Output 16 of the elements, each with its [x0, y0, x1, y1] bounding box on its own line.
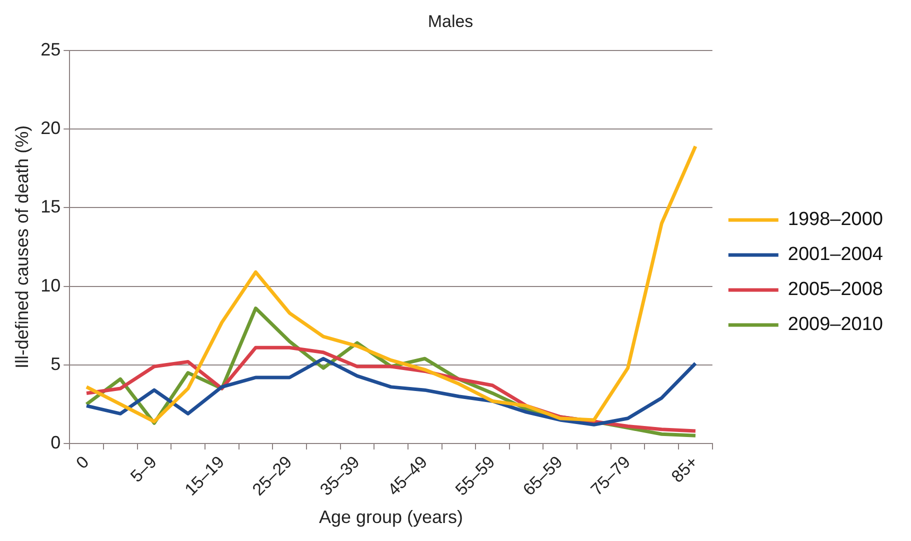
chart-title: Males [428, 12, 474, 31]
y-tick-label: 20 [40, 118, 61, 138]
legend-label: 2001–2004 [788, 244, 884, 266]
x-tick-label: 5–9 [126, 452, 160, 486]
y-tick-label: 10 [40, 275, 61, 296]
x-tick-label: 85+ [668, 452, 702, 486]
legend-label: 2005–2008 [788, 279, 884, 300]
y-tick-label: 5 [50, 354, 61, 374]
x-tick-label: 0 [72, 452, 93, 473]
y-tick-label: 15 [40, 196, 61, 217]
legend-label: 2009–2010 [788, 314, 884, 336]
x-axis-title: Age group (years) [318, 507, 464, 528]
y-tick-label: 0 [50, 432, 61, 453]
y-tick-label: 25 [40, 39, 61, 60]
legend-label: 1998–2000 [788, 209, 884, 230]
y-axis-title: Ill-defined causes of death (%) [12, 125, 32, 369]
